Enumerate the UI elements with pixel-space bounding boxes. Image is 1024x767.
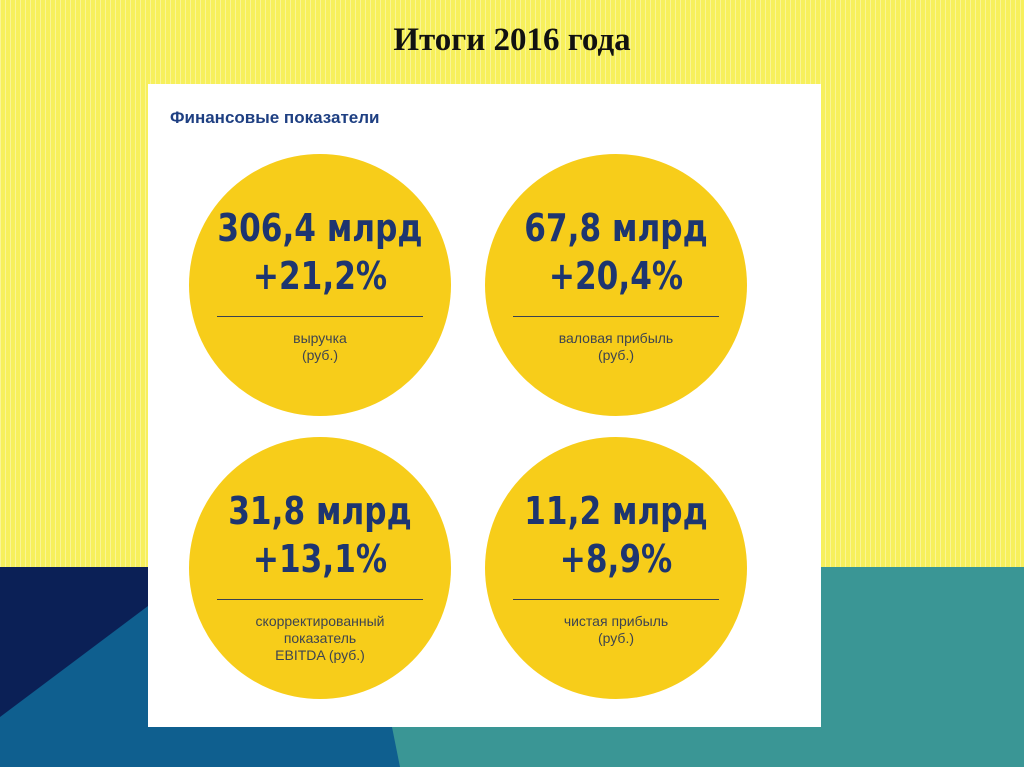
metric-net-profit: 11,2 млрд +8,9% чистая прибыль (руб.) xyxy=(485,437,747,699)
metric-change: +8,9% xyxy=(559,537,673,581)
metric-label-line: (руб.) xyxy=(301,347,339,363)
metric-label: валовая прибыль (руб.) xyxy=(505,330,727,364)
metric-change: +13,1% xyxy=(252,537,388,581)
metric-revenue: 306,4 млрд +21,2% выручка (руб.) xyxy=(189,154,451,416)
metric-label-line: выручка xyxy=(293,330,347,346)
metric-label-line: скорректированный xyxy=(255,613,385,629)
metric-label-line: (руб.) xyxy=(597,347,635,363)
panel-heading: Финансовые показатели xyxy=(170,108,380,127)
metric-amount: 31,8 млрд xyxy=(228,489,412,533)
metric-amount: 306,4 млрд xyxy=(217,206,423,250)
slide-title: Итоги 2016 года xyxy=(393,22,631,58)
metric-divider xyxy=(217,599,423,600)
metric-label-line: показатель xyxy=(283,630,357,646)
metric-divider xyxy=(217,316,423,317)
metric-amount: 11,2 млрд xyxy=(524,489,708,533)
metric-change: +20,4% xyxy=(548,254,684,298)
metric-divider xyxy=(513,316,719,317)
metric-label-line: EBITDA (руб.) xyxy=(275,647,365,663)
metric-label: чистая прибыль (руб.) xyxy=(505,613,727,647)
metric-divider xyxy=(513,599,719,600)
metric-label: скорректированный показатель EBITDA (руб… xyxy=(209,613,431,664)
metric-amount: 67,8 млрд xyxy=(524,206,708,250)
metric-change: +21,2% xyxy=(252,254,388,298)
metric-label-line: валовая прибыль xyxy=(558,330,674,346)
metric-label: выручка (руб.) xyxy=(209,330,431,364)
metric-gross-profit: 67,8 млрд +20,4% валовая прибыль (руб.) xyxy=(485,154,747,416)
metric-ebitda: 31,8 млрд +13,1% скорректированный показ… xyxy=(189,437,451,699)
metric-label-line: (руб.) xyxy=(597,630,635,646)
financial-panel: Финансовые показатели 306,4 млрд +21,2% … xyxy=(148,84,821,727)
metric-label-line: чистая прибыль xyxy=(563,613,669,629)
